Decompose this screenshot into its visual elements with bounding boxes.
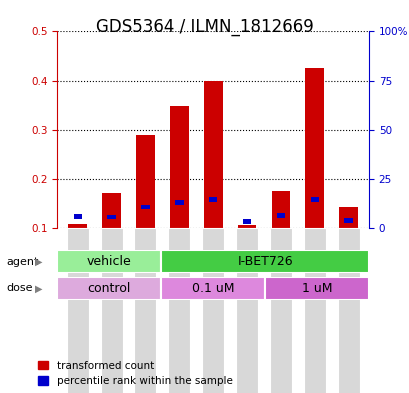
Bar xyxy=(310,197,318,202)
Text: 1 uM: 1 uM xyxy=(301,282,332,295)
Legend: transformed count, percentile rank within the sample: transformed count, percentile rank withi… xyxy=(38,361,232,386)
Text: GDS5364 / ILMN_1812669: GDS5364 / ILMN_1812669 xyxy=(96,18,313,36)
Bar xyxy=(170,106,188,228)
Bar xyxy=(271,191,290,228)
Text: 0.1 uM: 0.1 uM xyxy=(191,282,234,295)
Bar xyxy=(265,277,368,300)
Text: ▶: ▶ xyxy=(35,257,42,267)
Bar xyxy=(175,200,183,205)
Bar xyxy=(236,228,257,393)
Bar xyxy=(136,134,155,228)
Bar xyxy=(107,215,115,219)
Bar xyxy=(102,193,121,228)
Text: vehicle: vehicle xyxy=(87,255,131,268)
Bar xyxy=(237,226,256,228)
Text: I-BET726: I-BET726 xyxy=(237,255,292,268)
Bar xyxy=(161,277,265,300)
Bar xyxy=(305,68,324,228)
Bar xyxy=(57,250,161,273)
Text: agent: agent xyxy=(6,257,38,267)
Bar xyxy=(344,219,352,223)
Bar xyxy=(168,228,190,393)
Text: control: control xyxy=(88,282,131,295)
Bar xyxy=(276,213,284,218)
Text: ▶: ▶ xyxy=(35,283,42,294)
Bar xyxy=(161,250,368,273)
Bar xyxy=(337,228,359,393)
Bar xyxy=(134,228,156,393)
Bar xyxy=(68,224,87,228)
Bar xyxy=(73,215,82,219)
Bar xyxy=(339,207,357,228)
Bar xyxy=(242,219,251,224)
Bar xyxy=(203,81,222,228)
Bar xyxy=(57,277,161,300)
Bar xyxy=(209,197,217,202)
Bar xyxy=(100,228,122,393)
Bar xyxy=(269,228,291,393)
Text: dose: dose xyxy=(6,283,33,294)
Bar xyxy=(67,228,88,393)
Bar xyxy=(202,228,224,393)
Bar xyxy=(141,205,149,209)
Bar xyxy=(303,228,325,393)
